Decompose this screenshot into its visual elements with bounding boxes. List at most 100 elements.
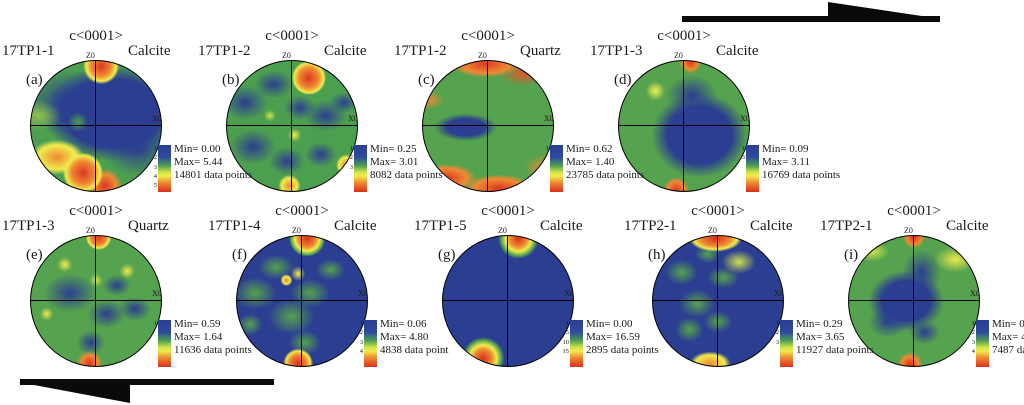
- z-axis-label: Z0: [674, 51, 683, 60]
- colorbar: [570, 320, 583, 367]
- max-label: Max= 4.33: [992, 331, 1024, 343]
- data-points-label: 11636 data points: [174, 344, 252, 356]
- panel-c: c<0001> 17TP1-2 Z0 Quartz (c) X0 1 Min= …: [392, 28, 644, 203]
- z-axis-label: Z0: [292, 226, 301, 235]
- colorbar-tick-labels: 1 5 10 15: [562, 320, 570, 355]
- min-label: Min= 0.09: [762, 143, 809, 155]
- panel-i: c<0001> 17TP2-1 Z0 Calcite (i) X0 1 2 3 …: [818, 203, 1024, 378]
- colorbar-tick-labels: 1 2 3: [349, 145, 353, 171]
- sample-label: 17TP1-3: [2, 218, 55, 234]
- colorbar: [976, 320, 989, 367]
- colorbar: [158, 145, 171, 192]
- panel-letter: (g): [438, 247, 456, 263]
- data-points-label: 2895 data points: [586, 344, 659, 356]
- min-label: Min= 0.59: [174, 318, 221, 330]
- sample-label: 17TP2-1: [624, 218, 677, 234]
- mineral-label: Calcite: [540, 218, 583, 234]
- x-axis-label: X0: [152, 114, 162, 123]
- colorbar: [746, 145, 759, 192]
- max-label: Max= 1.64: [174, 331, 223, 343]
- x-axis-label: X0: [740, 114, 750, 123]
- panel-d: c<0001> 17TP1-3 Z0 Calcite (d) X0 1 3 Mi…: [588, 28, 840, 203]
- sample-label: 17TP1-4: [208, 218, 261, 234]
- shear-arrow-top-right: [682, 2, 942, 22]
- max-label: Max= 5.44: [174, 156, 223, 168]
- colorbar-tick-labels: 1 3: [741, 145, 745, 162]
- z-axis-label: Z0: [904, 226, 913, 235]
- sample-label: 17TP1-3: [590, 43, 643, 59]
- z-axis-label: Z0: [708, 226, 717, 235]
- crystal-axis-label: c<0001>: [461, 28, 515, 44]
- z-axis-label: Z0: [282, 51, 291, 60]
- crosshair-vertical: [95, 61, 96, 191]
- data-points-label: 8082 data points: [370, 169, 443, 181]
- colorbar: [354, 145, 367, 192]
- crystal-axis-label: c<0001>: [265, 28, 319, 44]
- panel-b: c<0001> 17TP1-2 Z0 Calcite (b) X0 1 2 3 …: [196, 28, 443, 203]
- panel-a: c<0001> 17TP1-1 Z0 Calcite (a) X0 1 2 3 …: [0, 28, 252, 203]
- panel-letter: (d): [614, 72, 632, 88]
- crystal-axis-label: c<0001>: [69, 28, 123, 44]
- crosshair-horizontal: [849, 300, 979, 301]
- pole-figure-plot: [236, 235, 368, 367]
- crosshair-horizontal: [619, 125, 749, 126]
- crosshair-horizontal: [31, 300, 161, 301]
- crosshair-vertical: [95, 236, 96, 366]
- x-axis-label: X0: [348, 114, 358, 123]
- crosshair-vertical: [301, 236, 302, 366]
- data-points-label: 23785 data points: [566, 169, 645, 181]
- pole-figure-plot: [30, 235, 162, 367]
- crosshair-horizontal: [31, 125, 161, 126]
- data-points-label: 11927 data points: [796, 344, 874, 356]
- mineral-label: Calcite: [128, 43, 171, 59]
- crystal-axis-label: c<0001>: [275, 203, 329, 219]
- pole-figure-plot: [30, 60, 162, 192]
- x-axis-label: X0: [152, 289, 162, 298]
- x-axis-label: X0: [970, 289, 980, 298]
- colorbar: [550, 145, 563, 192]
- colorbar: [158, 320, 171, 367]
- max-label: Max= 3.11: [762, 156, 810, 168]
- mineral-label: Calcite: [946, 218, 989, 234]
- crystal-axis-label: c<0001>: [691, 203, 745, 219]
- x-axis-label: X0: [564, 289, 574, 298]
- pole-figure-plot: [442, 235, 574, 367]
- crosshair-vertical: [913, 236, 914, 366]
- z-axis-label: Z0: [86, 226, 95, 235]
- crosshair-vertical: [507, 236, 508, 366]
- panel-g: c<0001> 17TP1-5 Z0 Calcite (g) X0 1 5 10…: [412, 203, 659, 378]
- panel-letter: (f): [232, 247, 247, 263]
- min-label: Min= 0.00: [586, 318, 633, 330]
- data-points-label: 16769 data points: [762, 169, 841, 181]
- min-label: Min= 0.01: [992, 318, 1024, 330]
- sample-label: 17TP1-2: [198, 43, 251, 59]
- sample-label: 17TP1-1: [2, 43, 55, 59]
- colorbar-tick-labels: 1 2 3 4: [359, 320, 363, 355]
- panel-letter: (c): [418, 72, 435, 88]
- max-label: Max= 3.01: [370, 156, 419, 168]
- data-points-label: 4838 data point: [380, 344, 449, 356]
- panel-letter: (h): [648, 247, 666, 263]
- x-axis-label: X0: [544, 114, 554, 123]
- min-label: Min= 0.29: [796, 318, 843, 330]
- crosshair-horizontal: [443, 300, 573, 301]
- mineral-label: Calcite: [334, 218, 377, 234]
- crosshair-horizontal: [227, 125, 357, 126]
- crosshair-horizontal: [653, 300, 783, 301]
- z-axis-label: Z0: [498, 226, 507, 235]
- mineral-label: Quartz: [128, 218, 169, 234]
- colorbar-tick-labels: 1 2 3: [775, 320, 779, 346]
- crosshair-vertical: [291, 61, 292, 191]
- pole-figure-plot: [652, 235, 784, 367]
- data-points-label: 7487 data points: [992, 344, 1024, 356]
- pole-figure-plot: [848, 235, 980, 367]
- pole-figure-plot: [618, 60, 750, 192]
- crystal-axis-label: c<0001>: [657, 28, 711, 44]
- sample-label: 17TP2-1: [820, 218, 873, 234]
- max-label: Max= 3.65: [796, 331, 845, 343]
- panel-letter: (i): [844, 247, 859, 263]
- panel-f: c<0001> 17TP1-4 Z0 Calcite (f) X0 1 2 3 …: [206, 203, 448, 378]
- colorbar-tick-labels: 1: [545, 145, 549, 152]
- crosshair-vertical: [487, 61, 488, 191]
- panel-letter: (b): [222, 72, 240, 88]
